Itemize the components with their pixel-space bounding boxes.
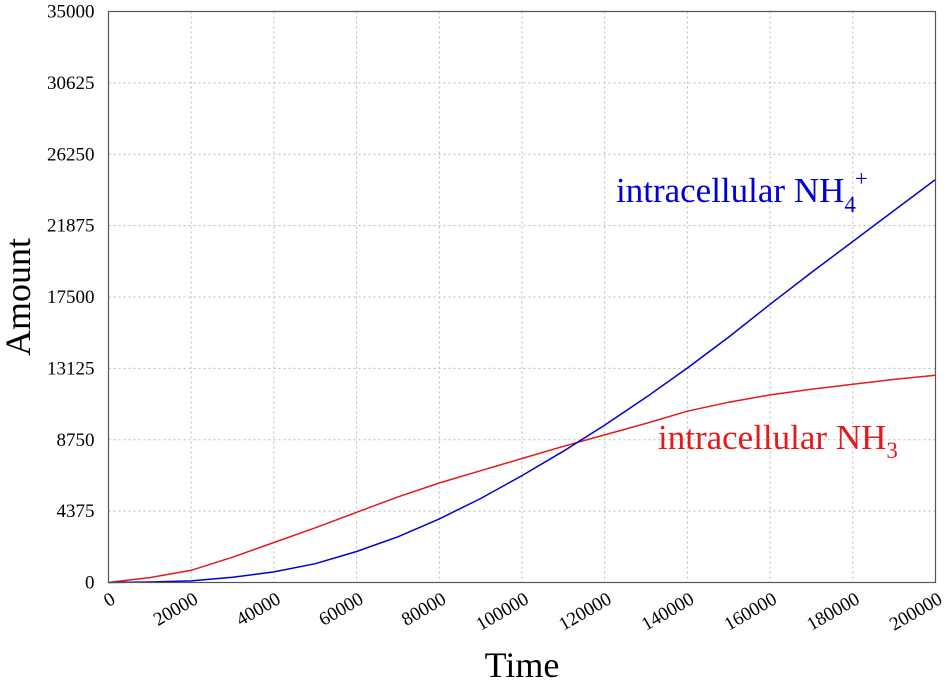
series-label-nh4: intracellular NH4+	[616, 166, 868, 217]
y-tick-label: 13125	[47, 358, 95, 379]
series-line-nh4	[108, 178, 936, 584]
y-tick-label: 17500	[47, 287, 95, 308]
series-label-nh3: intracellular NH3	[658, 418, 898, 463]
grid-lines	[108, 11, 936, 583]
x-tick-label: 20000	[150, 589, 202, 631]
y-tick-label: 35000	[47, 2, 95, 23]
series-label-nh4-subscript: 4	[844, 192, 856, 217]
y-axis-title: Amount	[0, 238, 38, 356]
plot-frame	[107, 10, 937, 584]
x-tick-label: 0	[100, 589, 119, 612]
x-tick-label: 80000	[398, 589, 450, 631]
x-tick-label: 200000	[886, 589, 946, 636]
y-tick-label: 21875	[47, 216, 95, 237]
y-tick-label: 8750	[57, 430, 95, 451]
x-tick-label: 140000	[638, 589, 698, 636]
series-label-nh4-main: intracellular NH	[616, 171, 844, 210]
x-tick-label: 40000	[233, 589, 285, 631]
x-axis-title: Time	[485, 645, 560, 683]
y-tick-label: 30625	[47, 73, 95, 94]
x-tick-label: 100000	[473, 589, 533, 636]
y-axis-tick-labels: 0 4375 8750 13125 17500 21875 26250 30625 35000	[47, 2, 95, 594]
y-tick-label: 26250	[47, 144, 95, 165]
x-tick-label: 180000	[803, 589, 863, 636]
y-tick-label: 0	[85, 573, 95, 594]
x-tick-label: 60000	[315, 589, 367, 631]
series-label-nh4-superscript: +	[855, 166, 868, 191]
series-label-nh3-subscript: 3	[886, 438, 898, 463]
x-tick-label: 120000	[555, 589, 615, 636]
series-lines	[108, 178, 936, 584]
x-tick-label: 160000	[721, 589, 781, 636]
series-label-nh3-main: intracellular NH	[658, 418, 886, 457]
y-tick-label: 4375	[57, 501, 95, 522]
x-axis-tick-labels: 0 20000 40000 60000 80000 100000 120000 140000 1…	[100, 589, 946, 636]
series-line-nh3	[108, 374, 936, 584]
